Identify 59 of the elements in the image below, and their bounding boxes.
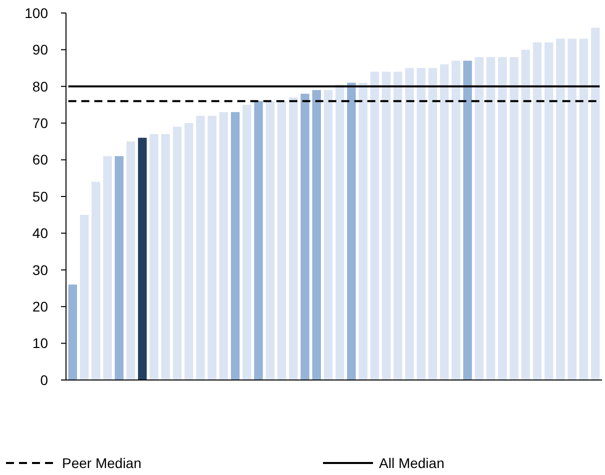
bar (405, 68, 414, 380)
bar (358, 82, 368, 380)
bar (568, 38, 576, 380)
bar (196, 116, 205, 380)
bar (556, 38, 565, 380)
bar (486, 57, 496, 380)
bar (208, 116, 216, 380)
bar (172, 126, 182, 380)
bar (242, 104, 252, 380)
y-tick-label: 10 (32, 335, 48, 352)
bar (474, 57, 484, 380)
y-tick-label: 90 (32, 42, 48, 58)
bar (150, 134, 158, 380)
bar (590, 28, 600, 380)
bar (452, 60, 460, 380)
bar (219, 112, 228, 380)
bar (312, 90, 321, 380)
legend-label: Peer Median (62, 454, 142, 471)
bar (288, 97, 298, 380)
bar (230, 112, 240, 380)
bar (138, 138, 147, 380)
bar (382, 72, 391, 380)
bar (335, 84, 344, 380)
y-tick-label: 0 (40, 372, 48, 388)
bar (544, 42, 554, 380)
y-tick-label: 50 (32, 188, 48, 204)
bar (498, 57, 507, 380)
bar (184, 123, 194, 380)
bar (277, 101, 286, 380)
bar (347, 82, 356, 380)
y-tick-label: 20 (32, 298, 48, 314)
bar (416, 68, 426, 380)
y-tick-label: 80 (32, 78, 48, 94)
y-tick-label: 100 (24, 4, 48, 21)
bar (428, 68, 438, 380)
bar (440, 64, 449, 380)
y-tick-label: 40 (32, 225, 48, 242)
bar (324, 90, 333, 380)
bar (68, 284, 78, 380)
bar (266, 101, 274, 380)
bar (103, 156, 112, 380)
bar (114, 156, 124, 380)
bar (161, 134, 170, 380)
bar (254, 101, 263, 380)
bar (300, 94, 310, 380)
bar (126, 141, 136, 380)
bar (80, 214, 89, 380)
y-tick-label: 60 (32, 152, 48, 168)
bar (579, 38, 588, 380)
y-tick-label: 30 (32, 262, 48, 278)
bar (370, 72, 380, 380)
bar (394, 72, 402, 380)
y-tick-label: 70 (32, 115, 48, 131)
bar (521, 50, 530, 380)
bar (532, 42, 542, 380)
bar (92, 182, 100, 380)
bar (463, 60, 472, 380)
bar (510, 57, 518, 380)
legend-label: All Median (379, 454, 444, 471)
